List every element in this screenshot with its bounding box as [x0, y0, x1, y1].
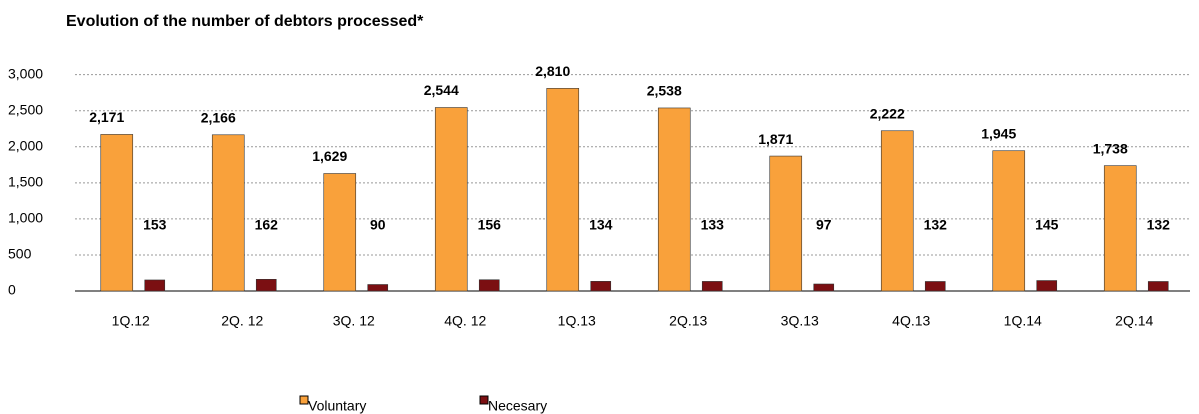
bar — [1147, 281, 1169, 292]
y-tick-label: 1,500 — [8, 174, 43, 190]
y-tick-label: 3,000 — [8, 65, 43, 81]
x-tick-label: 3Q. 12 — [333, 313, 375, 329]
value-label: 2,544 — [424, 82, 459, 98]
bar — [434, 107, 468, 292]
value-label: 156 — [478, 217, 502, 233]
legend-label: Necesary — [488, 398, 547, 414]
y-tick-label: 2,000 — [8, 137, 43, 153]
x-tick-label: 2Q. 12 — [221, 313, 263, 329]
x-tick-label: 1Q.13 — [558, 313, 596, 329]
bar — [1036, 280, 1058, 292]
y-tick-label: 2,500 — [8, 101, 43, 117]
bar — [924, 281, 946, 292]
value-label: 90 — [370, 217, 386, 233]
value-label: 1,629 — [312, 148, 347, 164]
value-label: 134 — [589, 217, 613, 233]
value-label: 132 — [1147, 217, 1171, 233]
bar — [590, 281, 612, 292]
value-label: 2,166 — [201, 109, 236, 125]
x-tick-label: 2Q.13 — [669, 313, 707, 329]
x-tick-label: 2Q.14 — [1115, 313, 1153, 329]
x-tick-label: 4Q.13 — [892, 313, 930, 329]
bar — [769, 155, 803, 292]
bar — [813, 283, 835, 292]
value-label: 145 — [1035, 217, 1059, 233]
value-label: 2,538 — [647, 83, 682, 99]
bar — [546, 88, 580, 292]
chart-title: Evolution of the number of debtors proce… — [66, 13, 424, 30]
value-label: 97 — [816, 217, 832, 233]
x-tick-label: 4Q. 12 — [444, 313, 486, 329]
bar — [255, 279, 277, 292]
bar — [144, 279, 166, 292]
legend-label: Voluntary — [308, 398, 366, 414]
value-label: 162 — [255, 217, 279, 233]
value-label: 2,810 — [535, 63, 570, 79]
value-label: 132 — [924, 217, 948, 233]
legend-swatch — [479, 395, 489, 405]
y-tick-label: 0 — [8, 282, 16, 298]
value-label: 1,945 — [981, 125, 1016, 141]
bar — [1103, 165, 1137, 292]
x-tick-label: 1Q.12 — [112, 313, 150, 329]
x-tick-label: 1Q.14 — [1004, 313, 1042, 329]
bar — [367, 284, 389, 292]
value-label: 133 — [701, 217, 725, 233]
x-tick-label: 3Q.13 — [781, 313, 819, 329]
bar — [100, 134, 134, 292]
value-label: 2,222 — [870, 105, 905, 121]
legend-swatch — [299, 395, 309, 405]
value-label: 153 — [143, 217, 167, 233]
bar — [478, 279, 500, 292]
y-tick-label: 500 — [8, 246, 32, 262]
bar — [701, 281, 723, 292]
value-label: 1,738 — [1093, 140, 1128, 156]
bar — [880, 130, 914, 292]
value-label: 1,871 — [758, 131, 793, 147]
bar — [323, 173, 357, 292]
bar — [992, 150, 1026, 292]
bar — [211, 134, 245, 292]
y-tick-label: 1,000 — [8, 210, 43, 226]
bar — [657, 107, 691, 292]
value-label: 2,171 — [89, 109, 124, 125]
